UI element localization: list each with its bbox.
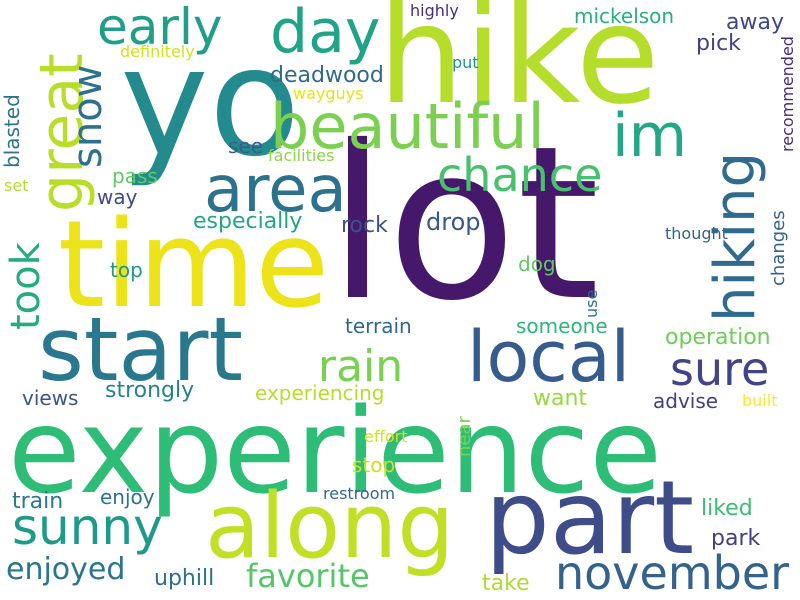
word-pick: pick: [696, 31, 741, 56]
word-snow: snow: [65, 64, 111, 168]
word-facilities: facilities: [268, 146, 335, 165]
word-start: start: [38, 298, 243, 401]
word-drop: drop: [426, 208, 481, 236]
word-rain: rain: [318, 341, 404, 392]
word-park: park: [711, 526, 761, 551]
word-uphill: uphill: [154, 566, 215, 591]
word-definitely: definitely: [120, 42, 195, 61]
word-see: see: [228, 134, 264, 158]
word-area: area: [204, 153, 347, 227]
word-local: local: [467, 316, 631, 398]
word-chance: chance: [437, 148, 603, 202]
word-dog: dog: [518, 252, 556, 276]
word-blasted: blasted: [0, 94, 24, 168]
word-experiencing: experiencing: [255, 381, 385, 405]
word-highly: highly: [410, 1, 459, 20]
word-lot: lot: [328, 100, 600, 347]
word-views: views: [22, 386, 79, 410]
word-im: im: [612, 101, 688, 171]
word-november: november: [555, 546, 790, 600]
word-pass: pass: [112, 164, 158, 188]
word-changes: changes: [768, 210, 789, 286]
word-day: day: [270, 0, 381, 67]
word-enjoy: enjoy: [100, 485, 155, 509]
word-recommended: recommended: [778, 36, 797, 152]
word-part: part: [485, 459, 695, 578]
word-someone: someone: [516, 314, 608, 338]
word-train: train: [12, 489, 64, 514]
word-top: top: [110, 258, 143, 282]
word-hike: hike: [378, 0, 660, 135]
word-away: away: [726, 10, 784, 35]
word-take: take: [482, 571, 530, 596]
word-advise: advise: [653, 389, 719, 413]
word-restroom: restroom: [323, 484, 396, 503]
word-terrain: terrain: [345, 314, 412, 338]
word-yo: yo: [120, 16, 301, 190]
word-stop: stop: [352, 453, 396, 477]
word-near: near: [454, 416, 475, 457]
word-put: put: [452, 53, 479, 72]
word-sunny: sunny: [12, 498, 163, 556]
word-effort: effort: [364, 427, 408, 446]
word-early: early: [97, 0, 223, 56]
word-wayguys: wayguys: [293, 84, 364, 103]
word-especially: especially: [193, 209, 303, 234]
word-time: time: [58, 196, 330, 335]
word-sure: sure: [670, 342, 770, 396]
word-deadwood: deadwood: [270, 63, 384, 88]
word-experience: experience: [8, 382, 663, 520]
word-strongly: strongly: [105, 378, 195, 403]
word-built: built: [742, 391, 778, 410]
word-way: way: [97, 185, 138, 209]
word-favorite: favorite: [246, 557, 370, 595]
word-thought: thought: [665, 224, 728, 243]
word-want: want: [533, 386, 588, 411]
word-took: took: [3, 242, 49, 330]
word-liked: liked: [701, 496, 753, 521]
word-enjoyed: enjoyed: [6, 552, 126, 587]
word-rock: rock: [341, 213, 388, 238]
word-operation: operation: [665, 325, 771, 350]
word-set: set: [4, 176, 29, 195]
word-beautiful: beautiful: [270, 90, 545, 163]
word-along: along: [205, 474, 455, 579]
word-mickelson: mickelson: [574, 4, 675, 28]
